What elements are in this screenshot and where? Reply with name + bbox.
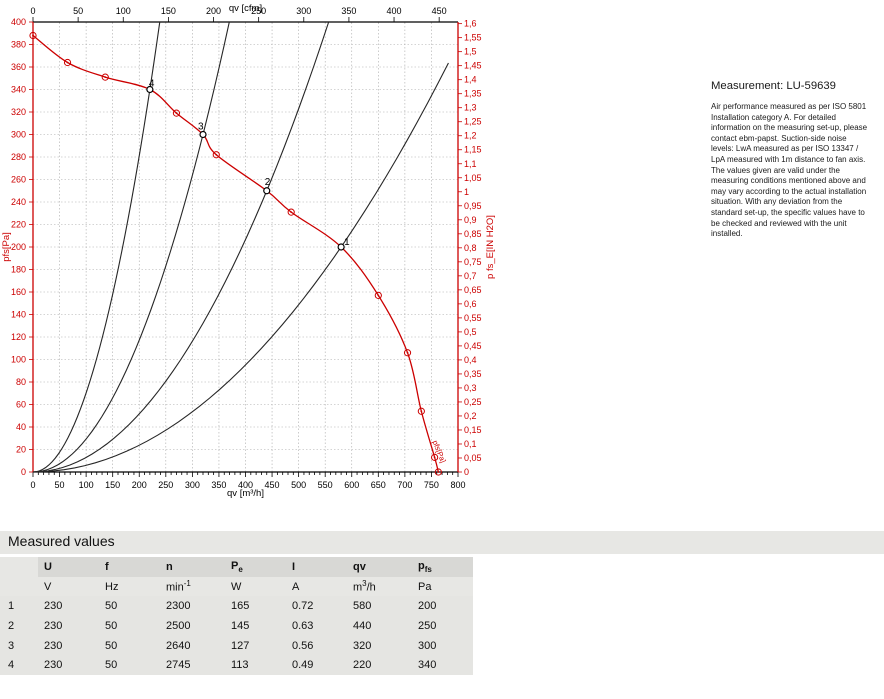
svg-text:1,1: 1,1 (464, 159, 477, 169)
svg-text:1: 1 (464, 187, 469, 197)
svg-text:400: 400 (387, 6, 402, 16)
svg-text:800: 800 (450, 480, 465, 490)
svg-text:0,9: 0,9 (464, 215, 477, 225)
svg-text:450: 450 (265, 480, 280, 490)
svg-text:0,35: 0,35 (464, 369, 482, 379)
svg-text:0,55: 0,55 (464, 313, 482, 323)
svg-text:40: 40 (16, 422, 26, 432)
svg-text:240: 240 (11, 197, 26, 207)
svg-text:220: 220 (11, 220, 26, 230)
svg-text:0,2: 0,2 (464, 411, 477, 421)
svg-text:250: 250 (158, 480, 173, 490)
svg-text:0,65: 0,65 (464, 285, 482, 295)
svg-text:100: 100 (79, 480, 94, 490)
svg-text:750: 750 (424, 480, 439, 490)
svg-text:1,6: 1,6 (464, 19, 477, 29)
svg-text:260: 260 (11, 175, 26, 185)
svg-text:0,25: 0,25 (464, 397, 482, 407)
svg-text:380: 380 (11, 40, 26, 50)
svg-text:0,8: 0,8 (464, 243, 477, 253)
svg-text:0,1: 0,1 (464, 439, 477, 449)
svg-text:350: 350 (211, 480, 226, 490)
svg-text:300: 300 (11, 130, 26, 140)
svg-text:1,2: 1,2 (464, 131, 477, 141)
svg-text:1,45: 1,45 (464, 61, 482, 71)
svg-text:1,05: 1,05 (464, 173, 482, 183)
svg-text:150: 150 (161, 6, 176, 16)
svg-text:100: 100 (11, 355, 26, 365)
svg-text:350: 350 (341, 6, 356, 16)
svg-text:150: 150 (105, 480, 120, 490)
svg-text:160: 160 (11, 287, 26, 297)
svg-text:1,25: 1,25 (464, 117, 482, 127)
svg-text:550: 550 (318, 480, 333, 490)
svg-text:0,45: 0,45 (464, 341, 482, 351)
svg-text:300: 300 (296, 6, 311, 16)
svg-text:4: 4 (149, 79, 155, 90)
svg-text:0: 0 (464, 467, 469, 477)
svg-text:1,15: 1,15 (464, 145, 482, 155)
svg-text:50: 50 (55, 480, 65, 490)
svg-text:120: 120 (11, 332, 26, 342)
svg-text:1: 1 (344, 237, 350, 248)
svg-text:280: 280 (11, 152, 26, 162)
svg-text:0,05: 0,05 (464, 453, 482, 463)
svg-text:0,4: 0,4 (464, 355, 477, 365)
svg-text:qv [m³/h]: qv [m³/h] (227, 488, 264, 499)
svg-text:700: 700 (397, 480, 412, 490)
svg-text:0,7: 0,7 (464, 271, 477, 281)
svg-text:0,95: 0,95 (464, 201, 482, 211)
svg-text:500: 500 (291, 480, 306, 490)
svg-text:qv [cfm]: qv [cfm] (229, 3, 262, 14)
svg-text:100: 100 (116, 6, 131, 16)
svg-text:650: 650 (371, 480, 386, 490)
svg-text:0: 0 (30, 480, 35, 490)
svg-text:200: 200 (11, 242, 26, 252)
svg-text:200: 200 (132, 480, 147, 490)
svg-text:340: 340 (11, 85, 26, 95)
svg-text:80: 80 (16, 377, 26, 387)
svg-text:2: 2 (265, 177, 271, 188)
svg-text:0,3: 0,3 (464, 383, 477, 393)
svg-text:1,4: 1,4 (464, 75, 477, 85)
svg-text:60: 60 (16, 400, 26, 410)
svg-text:180: 180 (11, 265, 26, 275)
svg-text:450: 450 (432, 6, 447, 16)
svg-text:0,6: 0,6 (464, 299, 477, 309)
svg-text:0: 0 (21, 467, 26, 477)
svg-text:400: 400 (11, 17, 26, 27)
svg-text:300: 300 (185, 480, 200, 490)
svg-text:0,5: 0,5 (464, 327, 477, 337)
svg-text:p fs_E[IN H2O]: p fs_E[IN H2O] (485, 215, 496, 279)
svg-text:0,15: 0,15 (464, 425, 482, 435)
svg-text:0,85: 0,85 (464, 229, 482, 239)
svg-text:1,3: 1,3 (464, 103, 477, 113)
svg-text:20: 20 (16, 445, 26, 455)
svg-text:Fan curve / characteristic cur: Fan curve / characteristic curve (186, 0, 304, 1)
svg-text:140: 140 (11, 310, 26, 320)
svg-text:320: 320 (11, 107, 26, 117)
svg-text:1,55: 1,55 (464, 33, 482, 43)
svg-text:3: 3 (198, 122, 204, 133)
svg-text:600: 600 (344, 480, 359, 490)
svg-text:360: 360 (11, 62, 26, 72)
svg-text:50: 50 (73, 6, 83, 16)
svg-text:0: 0 (30, 6, 35, 16)
svg-text:1,35: 1,35 (464, 89, 482, 99)
svg-text:pfs[Pa]: pfs[Pa] (1, 232, 12, 262)
svg-text:0,75: 0,75 (464, 257, 482, 267)
svg-text:200: 200 (206, 6, 221, 16)
svg-text:1,5: 1,5 (464, 47, 477, 57)
